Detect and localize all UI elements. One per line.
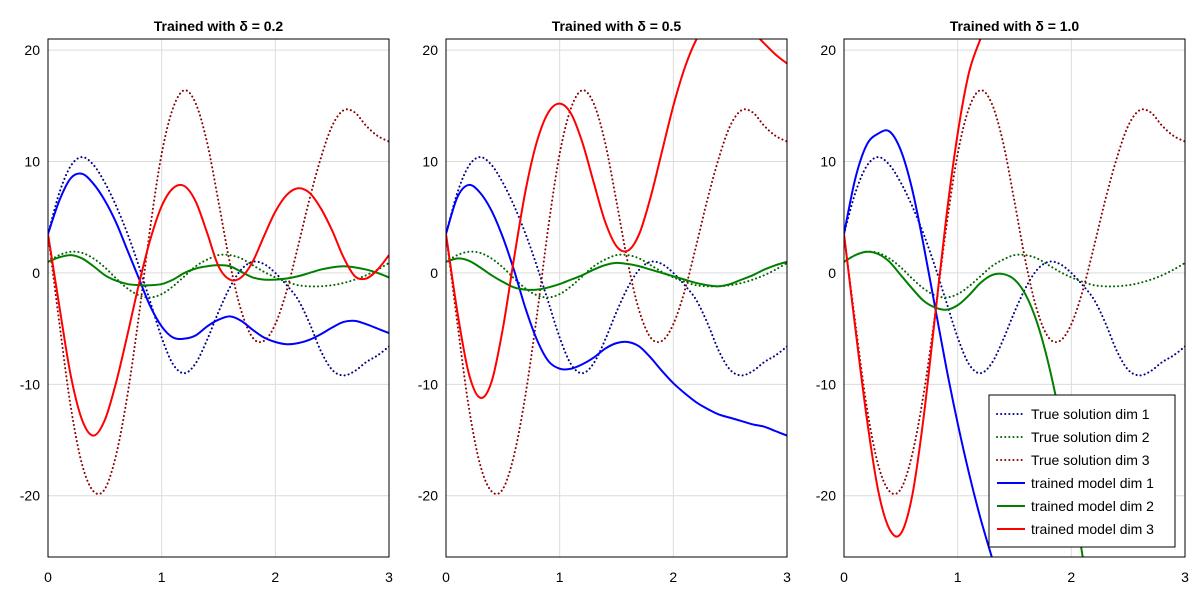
x-tick-label: 2 [669,569,677,585]
y-tick-label: -20 [816,488,836,504]
x-tick-label: 2 [1067,569,1075,585]
x-tick-label: 3 [1181,569,1189,585]
series-line-true-solution-dim-2 [844,250,1185,299]
x-tick-label: 2 [271,569,279,585]
series-line-true-solution-dim-1 [844,156,1185,377]
series-line-trained-model-dim-1 [48,172,389,346]
y-tick-label: -20 [418,488,438,504]
y-tick-label: -10 [816,376,836,392]
legend-label: True solution dim 3 [1031,452,1150,468]
series-line-true-solution-dim-1 [446,156,787,377]
legend: True solution dim 1 True solution dim 2 Tr… [988,394,1176,548]
y-tick-label: -10 [418,376,438,392]
panel-delta-0-2: Trained with δ = 0.2 0 1 2 3 -20 -10 0 10 20 [20,18,393,585]
series-line-trained-model-dim-1 [844,129,993,557]
y-tick-label: 10 [24,154,40,170]
series-line-trained-model-dim-2 [446,257,787,291]
series-line-true-solution-dim-3 [844,89,1185,495]
x-tick-label: 3 [783,569,791,585]
axes-frame [47,38,390,558]
x-tick-label: 0 [442,569,450,585]
y-tick-label: 0 [32,265,40,281]
series-line-true-solution-dim-1 [48,156,389,377]
x-tick-label: 0 [840,569,848,585]
series-group [844,39,1185,557]
series-line-trained-model-dim-1 [446,183,787,437]
series-group [446,39,787,495]
axes-frame [843,38,1186,558]
legend-box [988,394,1176,548]
y-tick-label: 20 [820,42,836,58]
y-tick-label: -20 [20,488,40,504]
y-tick-label: -10 [20,376,40,392]
y-tick-label: 0 [828,265,836,281]
x-tick-label: 1 [158,569,166,585]
y-tick-label: 20 [24,42,40,58]
x-tick-label: 1 [954,569,962,585]
series-line-true-solution-dim-3 [48,89,389,495]
panel-title: Trained with δ = 0.5 [552,18,682,34]
legend-label: True solution dim 2 [1031,429,1150,445]
legend-label: trained model dim 1 [1031,475,1154,491]
y-tick-label: 10 [820,154,836,170]
series-line-trained-model-dim-3 [844,39,982,538]
series-line-true-solution-dim-2 [446,250,787,299]
y-tick-label: 20 [422,42,438,58]
x-tick-label: 1 [556,569,564,585]
legend-label: trained model dim 3 [1031,521,1154,537]
y-tick-label: 0 [430,265,438,281]
x-tick-label: 0 [44,569,52,585]
y-tick-label: 10 [422,154,438,170]
series-line-trained-model-dim-2 [48,254,389,287]
x-tick-label: 3 [385,569,393,585]
series-line-true-solution-dim-2 [48,250,389,299]
axes-frame [445,38,788,558]
panel-delta-1-0: Trained with δ = 1.0 0 1 2 3 -20 -10 0 10 20 True… [816,18,1189,585]
legend-label: trained model dim 2 [1031,498,1154,514]
legend-label: True solution dim 1 [1031,406,1150,422]
panel-delta-0-5: Trained with δ = 0.5 0 1 2 3 -20 -10 0 10 20 [418,18,791,585]
series-line-trained-model-dim-3 [446,39,787,399]
series-line-true-solution-dim-3 [446,89,787,495]
series-line-trained-model-dim-3 [48,183,389,437]
series-group [48,89,389,495]
panel-title: Trained with δ = 1.0 [950,18,1080,34]
panel-title: Trained with δ = 0.2 [154,18,284,34]
series-line-trained-model-dim-2 [844,250,1084,557]
